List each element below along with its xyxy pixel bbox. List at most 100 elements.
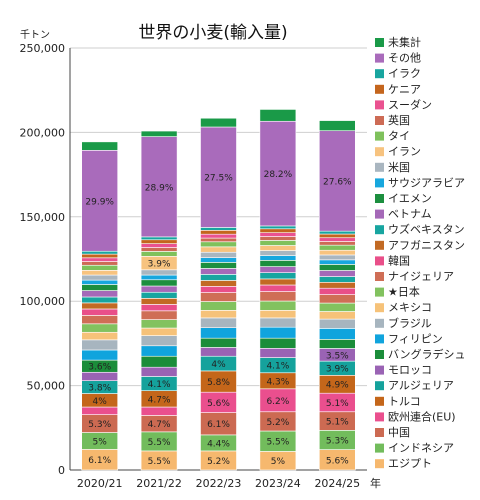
bar-segment	[200, 327, 237, 339]
bar-segment	[200, 292, 237, 302]
segment-label: 5.6%	[207, 399, 230, 409]
legend-swatch	[375, 84, 384, 94]
legend-swatch	[375, 443, 384, 453]
bar-segment	[140, 298, 178, 305]
bar-segment	[81, 257, 118, 262]
bar-segment	[259, 278, 297, 286]
bar-segment	[140, 130, 178, 137]
segment-label: 3.8%	[88, 384, 111, 394]
segment-label: 4.3%	[266, 377, 289, 387]
segment-label: 3.6%	[88, 363, 111, 373]
x-tick-label: 2023/24	[255, 477, 301, 490]
bar-segment	[259, 266, 297, 273]
legend-swatch	[375, 428, 384, 437]
segment-label: 3.9%	[148, 260, 171, 270]
bar-segment	[318, 130, 356, 232]
legend-swatch	[375, 100, 384, 110]
legend-swatch	[375, 350, 384, 359]
legend-label: サウジアラビア	[388, 176, 465, 189]
segment-label: 4.7%	[148, 420, 171, 430]
bar-segment	[318, 294, 356, 304]
bar-segment	[259, 291, 297, 302]
legend-item: 中国	[375, 426, 410, 439]
legend-item: 欧州連合(EU)	[375, 409, 456, 423]
bar-segment	[81, 279, 118, 285]
bar-segment	[318, 339, 356, 349]
segment-label: 27.6%	[323, 177, 352, 187]
bar-segment	[259, 120, 297, 227]
legend-swatch	[375, 272, 384, 281]
bar-segment	[81, 296, 118, 304]
legend-swatch	[375, 334, 384, 344]
y-axis-unit: 千トン	[20, 29, 50, 41]
legend-item: ベトナム	[375, 208, 432, 221]
legend-item: ケニア	[375, 83, 421, 96]
legend-label: ★日本	[388, 285, 420, 299]
segment-label: 5.6%	[326, 456, 349, 466]
legend-item: メキシコ	[375, 301, 432, 314]
segment-label: 5.5%	[266, 438, 289, 448]
bar-segment	[318, 249, 356, 256]
legend-item: ナイジェリア	[375, 270, 454, 283]
segment-label: 29.9%	[85, 197, 114, 207]
legend-item: イラン	[375, 145, 421, 158]
segment-label: 6.1%	[207, 420, 230, 430]
bar-segment	[140, 236, 178, 241]
legend: 未集計その他イラクケニアスーダン英国タイイラン米国サウジアラビアイエメンベトナム…	[375, 35, 466, 470]
bar-segment	[259, 109, 297, 122]
segment-label: 4.7%	[148, 395, 171, 405]
bar-segment	[259, 347, 297, 358]
bar-segment	[200, 251, 237, 258]
segment-label: 5.2%	[207, 457, 230, 467]
segment-label: 5.3%	[326, 436, 349, 446]
segment-label: 4.4%	[207, 439, 230, 449]
segment-label: 28.2%	[264, 170, 293, 180]
bar-segment	[140, 406, 178, 416]
legend-item: アルジェリア	[375, 379, 454, 392]
x-tick-label: 2020/21	[77, 477, 123, 490]
segment-label: 5%	[93, 437, 108, 447]
legend-swatch	[375, 178, 384, 188]
bar-segment	[140, 243, 178, 248]
bar-segment	[140, 285, 178, 293]
y-tick-label: 150,000	[20, 211, 66, 224]
bar-segment	[140, 304, 178, 312]
legend-swatch	[375, 147, 384, 157]
bar-segment	[200, 274, 237, 281]
bar-segment	[140, 310, 178, 320]
bar-segment	[81, 253, 118, 259]
legend-swatch	[375, 396, 384, 406]
legend-item: バングラデシュ	[375, 347, 466, 361]
bar-segment	[318, 287, 356, 295]
bar-segment	[200, 246, 237, 253]
bar-segment	[81, 315, 118, 325]
bar-segment	[259, 236, 297, 241]
legend-swatch	[375, 131, 384, 141]
bar-segment	[318, 318, 356, 329]
legend-item: 英国	[375, 113, 410, 127]
bar-segment	[140, 239, 178, 244]
bar-segment	[140, 291, 178, 299]
legend-swatch	[375, 256, 384, 266]
legend-label: ナイジェリア	[388, 270, 454, 283]
bar-segment	[259, 245, 297, 251]
bar-segment	[259, 250, 297, 256]
bar-segment	[140, 251, 178, 257]
segment-label: 3.5%	[326, 351, 349, 361]
legend-label: その他	[388, 52, 421, 65]
bar-segment	[140, 274, 178, 281]
segment-label: 4.1%	[148, 380, 171, 390]
bar-segment	[318, 120, 356, 132]
legend-label: ベトナム	[388, 208, 432, 221]
legend-item: インドネシア	[375, 442, 454, 455]
bar-segment	[318, 241, 356, 246]
bar-segment	[318, 311, 356, 320]
bar-segment	[259, 300, 297, 311]
bar-segment	[318, 259, 356, 265]
legend-swatch	[375, 287, 384, 297]
bar-segment	[81, 264, 118, 271]
bars: 6.1% 5% 5.3% 4% 3.8% 3.6% 29.9% 5.5% 5.5% 4.7% 4.7…	[81, 109, 356, 471]
bar-segment	[318, 264, 356, 271]
bar-segment	[259, 317, 297, 328]
